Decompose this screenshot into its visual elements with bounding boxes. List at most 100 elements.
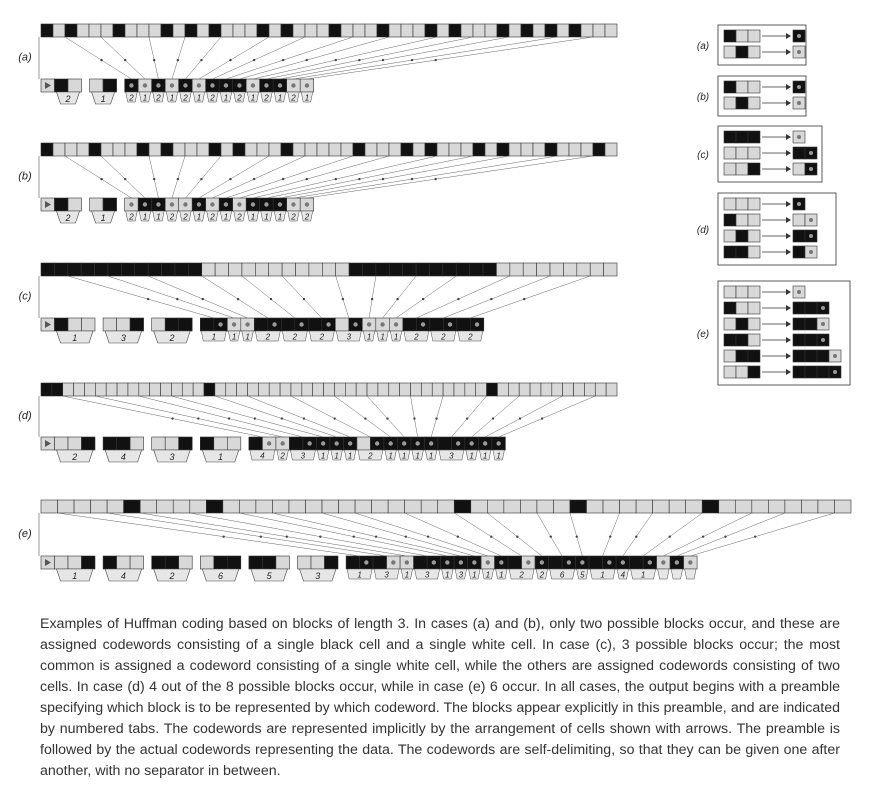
data-cell: [272, 499, 290, 514]
mapping-arrow-line: [451, 395, 487, 438]
codeword-tab-number: 1: [305, 94, 309, 103]
mapping-arrow-head: [374, 535, 378, 538]
mapping-arrow-line: [454, 512, 522, 557]
data-cell: [604, 23, 618, 38]
codeword-tab: [227, 330, 241, 342]
codeword-end-dot: [210, 202, 215, 207]
data-cell: [40, 382, 53, 397]
codeword-cell: [548, 555, 563, 570]
mapping-arrow-line: [334, 395, 391, 438]
key-code-dot: [833, 370, 837, 374]
mapping-arrow-head: [434, 58, 437, 62]
key-block-cell: [735, 130, 749, 144]
data-cell: [388, 142, 402, 157]
key-arrow-icon: [786, 289, 791, 295]
codeword-tab-number: 2: [518, 571, 524, 580]
codeword-tab-number: 2: [367, 452, 373, 461]
data-cell: [464, 382, 477, 397]
data-cell: [424, 23, 438, 38]
key-block-cell: [747, 229, 761, 243]
data-cell: [718, 499, 736, 514]
codeword-tab-number: 2: [263, 94, 269, 103]
codeword-end-dot: [404, 560, 410, 565]
data-cell: [584, 382, 596, 397]
mapping-arrow-head: [381, 177, 385, 181]
data-cell: [236, 382, 248, 397]
data-cell: [520, 499, 538, 514]
data-cell: [348, 262, 363, 277]
mapping-arrow-line: [395, 275, 457, 319]
preamble-cell: [81, 555, 96, 570]
codeword-tab-number: 4: [621, 571, 626, 580]
data-cell: [292, 142, 306, 157]
key-code-cell: [792, 146, 806, 160]
mapping-arrow-head: [222, 535, 225, 538]
codeword-tab-number: 1: [264, 213, 268, 222]
mapping-arrow-head: [352, 535, 355, 538]
data-cell: [496, 142, 510, 157]
mapping-arrow-head: [609, 535, 612, 538]
data-cell: [412, 23, 426, 38]
data-cell: [784, 499, 802, 514]
data-cell: [64, 23, 78, 38]
codeword-tab: [192, 91, 206, 103]
codeword-end-dot: [156, 202, 161, 207]
data-cell: [594, 382, 607, 397]
data-cell: [288, 499, 306, 514]
preamble-marker-icon: [45, 82, 51, 89]
mapping-arrow-line: [148, 155, 159, 199]
codeword-end-dot: [169, 83, 175, 88]
codeword-end-dot: [607, 560, 612, 565]
codeword-end-dot: [391, 560, 396, 565]
key-code-dot: [821, 322, 825, 326]
key-arrow-icon: [786, 337, 791, 343]
key-code-dot: [797, 85, 801, 89]
codeword-end-dot: [447, 322, 453, 327]
codeword-tab: [219, 91, 233, 103]
codeword-end-dot: [183, 202, 188, 207]
codeword-tab-number: 1: [232, 333, 236, 342]
preamble-tab: [299, 568, 337, 582]
panel-label: (d): [18, 410, 32, 422]
codeword-tab-number: 2: [209, 213, 215, 222]
key-code-dot: [809, 234, 813, 238]
data-cell: [160, 142, 174, 157]
mapping-arrow-head: [421, 297, 425, 301]
mapping-arrow-head: [490, 535, 493, 538]
mapping-arrow-head: [358, 177, 361, 181]
codeword-tab: [630, 568, 656, 580]
data-cell: [201, 262, 216, 277]
preamble-tab-number: 1: [101, 213, 106, 223]
mapping-arrow-line: [107, 275, 235, 319]
data-cell: [172, 23, 186, 38]
codeword-tab-number: 2: [265, 333, 271, 342]
codeword-tab: [249, 449, 276, 461]
mapping-arrow-head: [176, 297, 179, 301]
data-cell: [589, 262, 604, 277]
codeword-end-dot: [223, 83, 229, 88]
codeword-tab: [508, 568, 535, 580]
data-cell: [508, 142, 522, 157]
key-block-cell: [723, 45, 737, 59]
data-cell: [503, 499, 521, 514]
mapping-arrow-line: [471, 395, 520, 438]
data-cell: [256, 23, 270, 38]
key-arrow-icon: [786, 84, 791, 90]
key-block-cell: [723, 197, 737, 211]
data-cell: [52, 23, 66, 38]
preamble-tab-number: 3: [121, 333, 126, 343]
preamble-tab-number: 2: [64, 213, 70, 223]
key-block-cell: [735, 162, 749, 176]
data-cell: [605, 382, 618, 397]
key-block-cell: [723, 349, 737, 363]
codeword-tab-number: 1: [402, 452, 406, 461]
mapping-arrow-head: [434, 177, 437, 181]
key-code-dot: [809, 151, 813, 155]
codeword-tab-number: 3: [425, 571, 430, 580]
codeword-end-dot: [415, 441, 420, 446]
data-cell: [54, 262, 69, 277]
codeword-tab: [441, 568, 454, 580]
key-block-cell: [735, 146, 749, 160]
data-cell: [206, 499, 224, 514]
data-cell: [328, 23, 342, 38]
